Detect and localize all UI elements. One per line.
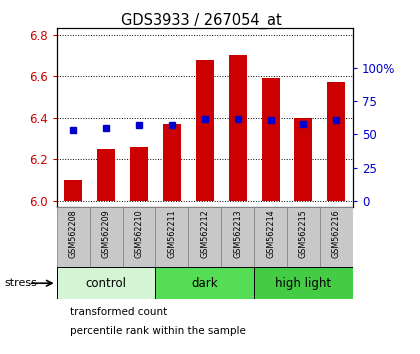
Bar <box>155 267 254 299</box>
Text: stress: stress <box>4 278 37 288</box>
Bar <box>64 180 82 201</box>
Bar <box>155 207 188 267</box>
Text: GSM562209: GSM562209 <box>102 210 110 258</box>
Bar <box>97 149 115 201</box>
Text: percentile rank within the sample: percentile rank within the sample <box>70 326 246 336</box>
Bar <box>57 207 89 267</box>
Bar <box>254 207 287 267</box>
Bar <box>188 207 221 267</box>
Text: control: control <box>86 277 126 290</box>
Text: GSM562215: GSM562215 <box>299 210 308 258</box>
Text: GSM562214: GSM562214 <box>266 210 275 258</box>
Bar <box>294 118 312 201</box>
Text: GDS3933 / 267054_at: GDS3933 / 267054_at <box>121 12 282 29</box>
Bar <box>57 267 155 299</box>
Text: GSM562216: GSM562216 <box>332 210 341 258</box>
Bar <box>130 147 148 201</box>
Text: high light: high light <box>276 277 331 290</box>
Bar <box>320 207 353 267</box>
Text: GSM562210: GSM562210 <box>134 210 144 258</box>
Bar <box>221 207 254 267</box>
Text: transformed count: transformed count <box>70 307 168 316</box>
Bar <box>163 124 181 201</box>
Text: GSM562212: GSM562212 <box>200 210 209 258</box>
Bar <box>196 59 214 201</box>
Bar <box>287 207 320 267</box>
Text: GSM562213: GSM562213 <box>233 210 242 258</box>
Bar <box>254 267 353 299</box>
Bar <box>228 55 247 201</box>
Bar <box>89 207 123 267</box>
Bar <box>123 207 155 267</box>
Bar <box>327 82 345 201</box>
Text: GSM562211: GSM562211 <box>167 210 176 258</box>
Text: GSM562208: GSM562208 <box>68 210 78 258</box>
Text: dark: dark <box>192 277 218 290</box>
Bar <box>262 78 280 201</box>
